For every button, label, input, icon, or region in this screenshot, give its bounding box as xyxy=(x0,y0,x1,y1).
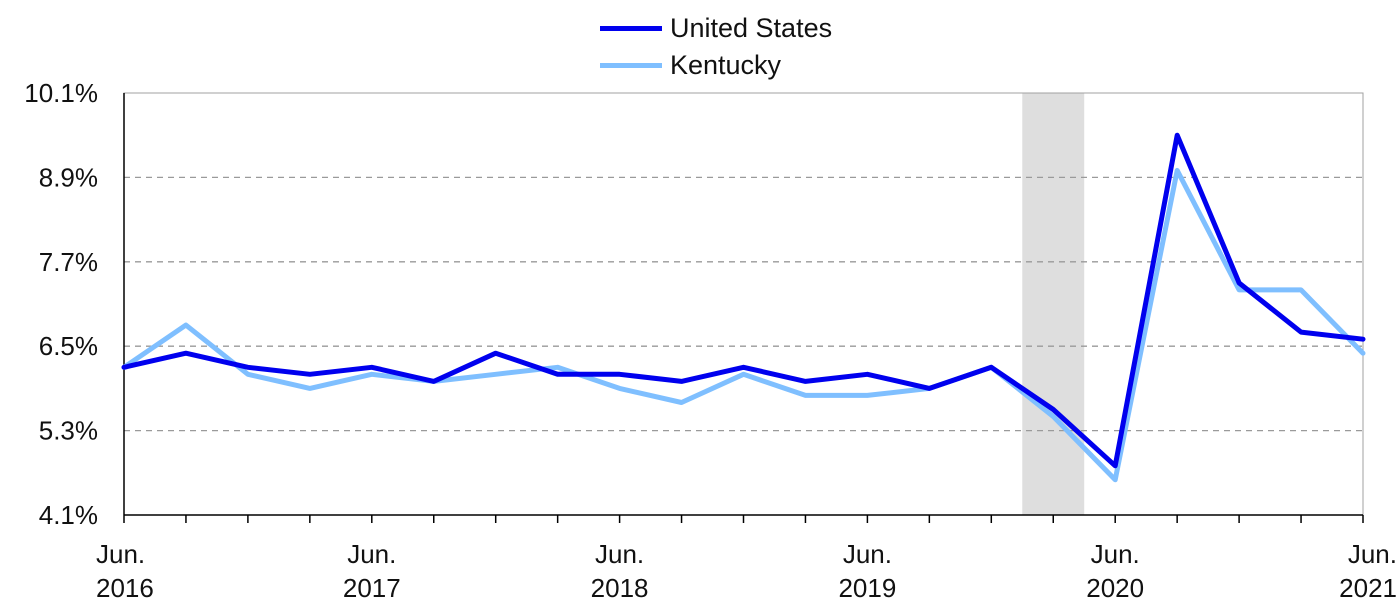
series-line-united-states xyxy=(121,132,1366,469)
y-tick-label: 10.1% xyxy=(24,78,98,108)
legend-item-united-states: United States xyxy=(600,10,832,47)
x-tick-label-month: Jun. xyxy=(347,539,396,569)
y-tick-label: 5.3% xyxy=(39,416,98,446)
legend-item-kentucky: Kentucky xyxy=(600,47,832,84)
plot-frame xyxy=(123,92,1364,516)
legend: United States Kentucky xyxy=(600,10,832,84)
x-tick-label-year: 2021 xyxy=(1339,573,1397,601)
x-tick-label-year: 2016 xyxy=(96,573,154,601)
x-tick-label-year: 2017 xyxy=(343,573,401,601)
legend-swatch-united-states xyxy=(600,26,662,31)
x-tick-label-year: 2019 xyxy=(838,573,896,601)
y-tick-label: 4.1% xyxy=(39,500,98,530)
y-tick-label: 6.5% xyxy=(39,331,98,361)
x-tick-label-year: 2020 xyxy=(1086,573,1144,601)
legend-label-united-states: United States xyxy=(670,13,833,43)
recession-band xyxy=(1022,93,1085,515)
x-tick-label-month: Jun. xyxy=(595,539,644,569)
legend-label-kentucky: Kentucky xyxy=(670,50,782,80)
y-tick-label: 8.9% xyxy=(39,162,98,192)
x-tick-label-year: 2018 xyxy=(591,573,649,601)
x-tick-label-month: Jun. xyxy=(1091,539,1140,569)
y-tick-label: 7.7% xyxy=(39,247,98,277)
x-tick-label-month: Jun. xyxy=(1348,539,1397,569)
x-tick-label-month: Jun. xyxy=(843,539,892,569)
x-tick-label-month: Jun. xyxy=(96,539,145,569)
legend-swatch-kentucky xyxy=(600,63,662,68)
series-line-kentucky xyxy=(121,167,1366,483)
